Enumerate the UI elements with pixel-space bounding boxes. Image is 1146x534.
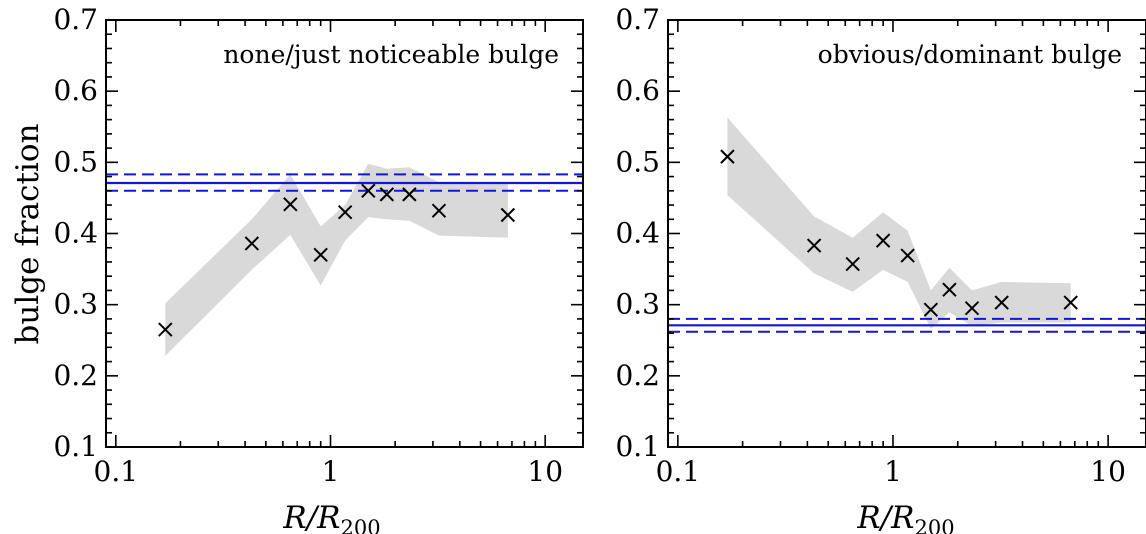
data-point [337,204,353,220]
data-point [720,149,735,164]
x-tick-label: 1 [884,455,902,488]
data-point [313,247,328,263]
x-tick-label: 1 [322,455,340,488]
x-axis-label-right-main: R/R [856,500,914,534]
data-point [402,187,417,202]
panel-title: none/just noticeable bulge [223,40,559,69]
x-tick-label: 10 [1090,455,1126,488]
y-tick-label: 0.5 [53,145,98,178]
x-tick-label: 0.1 [94,455,139,488]
uncertainty-band [727,117,1071,329]
panel-left: 0.1 0.2 0.3 0.4 0.5 0.6 0.7 0.1 1 10 none/just not… [53,3,584,488]
data-point [994,295,1009,310]
data-point [1063,295,1078,310]
data-point [875,233,891,248]
y-tick-label: 0.2 [615,359,660,392]
data-point [158,322,173,337]
y-tick-label: 0.5 [615,145,660,178]
uncertainty-band [165,163,508,356]
y-tick-label: 0.3 [53,288,98,321]
panel-right: 0.1 0.2 0.3 0.4 0.5 0.6 0.7 0.1 1 10 obvious/domin… [615,3,1146,488]
x-tick-label: 10 [527,455,563,488]
data-point [500,207,516,223]
y-tick-label: 0.7 [53,3,98,36]
y-tick-label: 0.1 [53,430,98,463]
data-point [283,197,298,212]
data-point [244,236,260,251]
x-tick-label: 0.1 [656,455,701,488]
y-axis-label: bulge fraction [10,124,46,345]
y-tick-label: 0.6 [615,74,660,107]
x-axis-label-left-sub: 200 [341,516,381,534]
data-point [845,256,860,272]
y-tick-label: 0.7 [615,3,660,36]
data-point [964,301,980,316]
x-axis-label-left: R/R200 [282,500,380,534]
x-axis-label-right-sub: 200 [915,516,955,534]
data-point [806,238,822,253]
x-axis-label-left-main: R/R [282,500,340,534]
y-tick-label: 0.2 [53,359,98,392]
y-tick-label: 0.6 [53,74,98,107]
panel-title: obvious/dominant bulge [818,40,1122,69]
data-point [942,282,957,297]
data-point [379,187,395,202]
data-point [361,183,376,199]
data-point [431,203,447,218]
y-tick-label: 0.4 [615,217,660,250]
x-axis-label-right: R/R200 [856,500,954,534]
y-tick-label: 0.3 [615,288,660,321]
y-tick-label: 0.4 [53,217,98,250]
y-tick-label: 0.1 [615,430,660,463]
data-point [900,248,915,263]
data-point [923,302,939,317]
